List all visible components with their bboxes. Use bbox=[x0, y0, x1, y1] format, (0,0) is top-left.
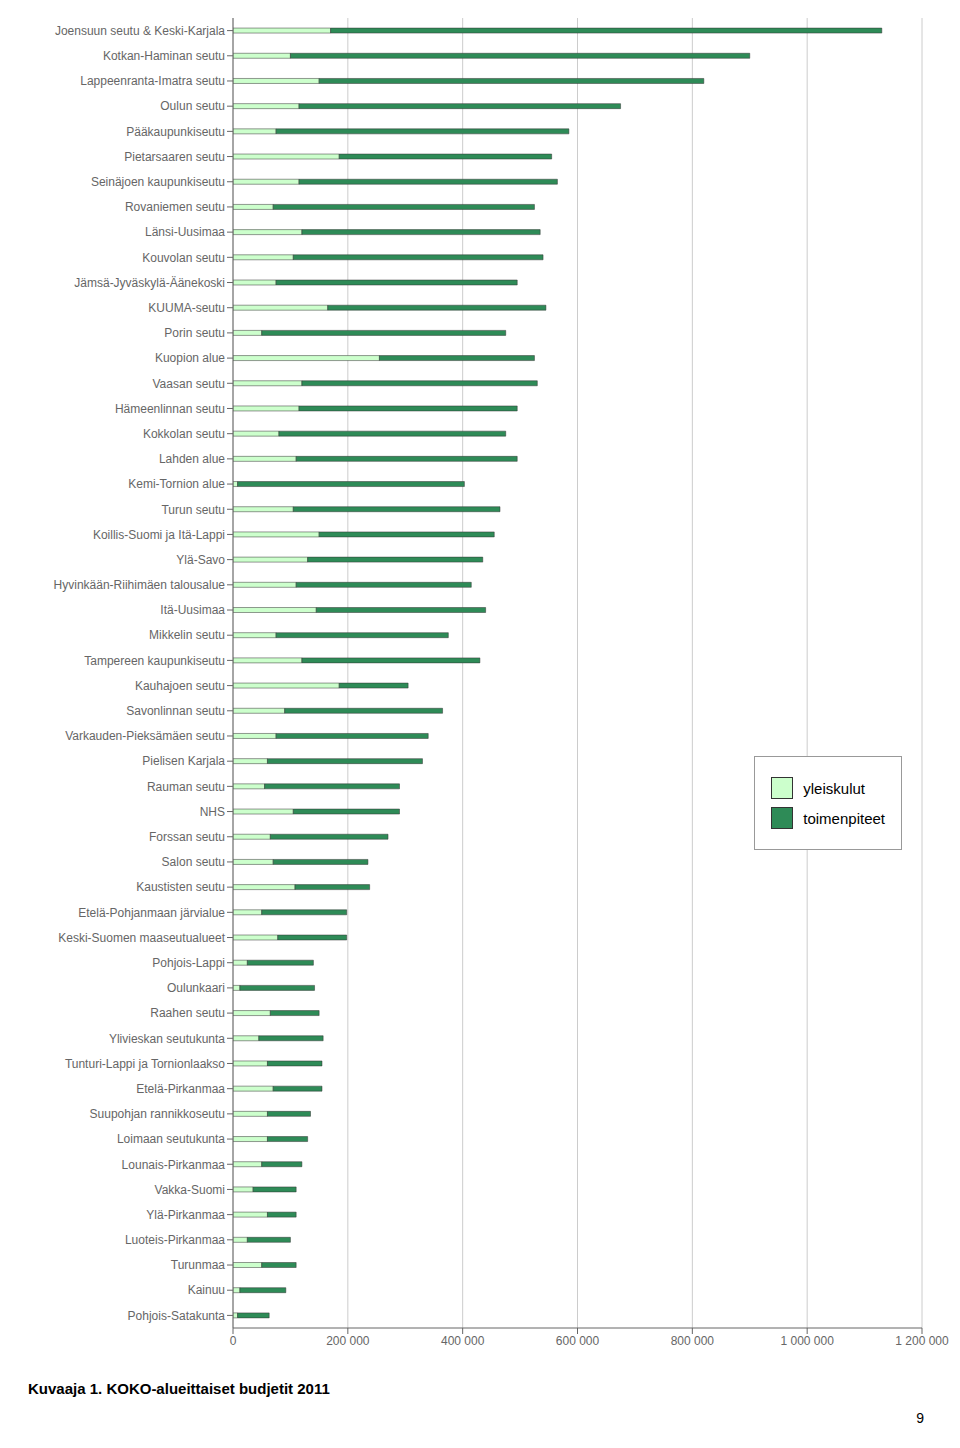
svg-text:0: 0 bbox=[230, 1334, 237, 1348]
html-text:yleiskulut: yleiskulut bbox=[803, 779, 865, 797]
svg-text:Kemi-Tornion alue: Kemi-Tornion alue bbox=[128, 477, 225, 491]
svg-text:KUUMA-seutu: KUUMA-seutu bbox=[148, 301, 225, 315]
svg-text:Hyvinkään-Riihimäen talousalue: Hyvinkään-Riihimäen talousalue bbox=[54, 578, 226, 592]
svg-text:Oulun seutu: Oulun seutu bbox=[160, 99, 225, 113]
svg-text:Pietarsaaren seutu: Pietarsaaren seutu bbox=[124, 150, 225, 164]
svg-text:Pohjois-Lappi: Pohjois-Lappi bbox=[152, 956, 225, 970]
svg-text:Koillis-Suomi ja Itä-Lappi: Koillis-Suomi ja Itä-Lappi bbox=[93, 528, 225, 542]
svg-text:Ylä-Savo: Ylä-Savo bbox=[176, 553, 225, 567]
svg-text:Ylivieskan seutukunta: Ylivieskan seutukunta bbox=[109, 1032, 225, 1046]
svg-text:400 000: 400 000 bbox=[441, 1334, 485, 1348]
svg-text:Salon seutu: Salon seutu bbox=[162, 855, 225, 869]
svg-text:Rauman seutu: Rauman seutu bbox=[147, 780, 225, 794]
svg-text:Seinäjoen kaupunkiseutu: Seinäjoen kaupunkiseutu bbox=[91, 175, 225, 189]
html-text:Kuvaaja 1. KOKO-alueittaiset b: Kuvaaja 1. KOKO-alueittaiset budjetit 20… bbox=[28, 1380, 330, 1397]
svg-text:Jämsä-Jyväskylä-Äänekoski: Jämsä-Jyväskylä-Äänekoski bbox=[74, 276, 225, 290]
svg-text:Kokkolan seutu: Kokkolan seutu bbox=[143, 427, 225, 441]
svg-text:Savonlinnan seutu: Savonlinnan seutu bbox=[126, 704, 225, 718]
svg-text:Kaustisten seutu: Kaustisten seutu bbox=[136, 880, 225, 894]
svg-text:Joensuun seutu & Keski-Karjala: Joensuun seutu & Keski-Karjala bbox=[55, 24, 225, 38]
svg-text:Tampereen kaupunkiseutu: Tampereen kaupunkiseutu bbox=[84, 654, 225, 668]
svg-text:Lounais-Pirkanmaa: Lounais-Pirkanmaa bbox=[122, 1158, 226, 1172]
svg-text:Kuopion alue: Kuopion alue bbox=[155, 351, 225, 365]
svg-text:800 000: 800 000 bbox=[671, 1334, 715, 1348]
svg-text:200 000: 200 000 bbox=[326, 1334, 370, 1348]
svg-text:Loimaan seutukunta: Loimaan seutukunta bbox=[117, 1132, 225, 1146]
html-text:9: 9 bbox=[916, 1410, 924, 1426]
svg-text:1 000 000: 1 000 000 bbox=[780, 1334, 834, 1348]
svg-text:Itä-Uusimaa: Itä-Uusimaa bbox=[160, 603, 225, 617]
svg-text:Turunmaa: Turunmaa bbox=[171, 1258, 226, 1272]
svg-text:Vaasan seutu: Vaasan seutu bbox=[153, 377, 226, 391]
svg-text:Pohjois-Satakunta: Pohjois-Satakunta bbox=[128, 1309, 226, 1323]
svg-text:Rovaniemen seutu: Rovaniemen seutu bbox=[125, 200, 225, 214]
svg-text:1 200 000: 1 200 000 bbox=[895, 1334, 949, 1348]
svg-text:Kainuu: Kainuu bbox=[188, 1283, 225, 1297]
svg-text:Pielisen Karjala: Pielisen Karjala bbox=[142, 754, 225, 768]
svg-text:Kotkan-Haminan seutu: Kotkan-Haminan seutu bbox=[103, 49, 225, 63]
svg-text:Etelä-Pirkanmaa: Etelä-Pirkanmaa bbox=[136, 1082, 225, 1096]
svg-text:Pääkaupunkiseutu: Pääkaupunkiseutu bbox=[126, 125, 225, 139]
svg-text:Mikkelin seutu: Mikkelin seutu bbox=[149, 628, 225, 642]
svg-text:Oulunkaari: Oulunkaari bbox=[167, 981, 225, 995]
svg-text:Tunturi-Lappi ja Tornionlaakso: Tunturi-Lappi ja Tornionlaakso bbox=[65, 1057, 225, 1071]
svg-text:Luoteis-Pirkanmaa: Luoteis-Pirkanmaa bbox=[125, 1233, 225, 1247]
svg-text:Vakka-Suomi: Vakka-Suomi bbox=[155, 1183, 225, 1197]
svg-text:600 000: 600 000 bbox=[556, 1334, 600, 1348]
svg-text:Länsi-Uusimaa: Länsi-Uusimaa bbox=[145, 225, 225, 239]
svg-text:Kouvolan seutu: Kouvolan seutu bbox=[142, 251, 225, 265]
svg-text:Lappeenranta-Imatra seutu: Lappeenranta-Imatra seutu bbox=[80, 74, 225, 88]
svg-text:NHS: NHS bbox=[200, 805, 225, 819]
svg-text:Raahen seutu: Raahen seutu bbox=[150, 1006, 225, 1020]
svg-text:Varkauden-Pieksämäen seutu: Varkauden-Pieksämäen seutu bbox=[65, 729, 225, 743]
html-text:toimenpiteet: toimenpiteet bbox=[803, 809, 885, 827]
svg-text:Ylä-Pirkanmaa: Ylä-Pirkanmaa bbox=[146, 1208, 225, 1222]
svg-text:Suupohjan rannikkoseutu: Suupohjan rannikkoseutu bbox=[90, 1107, 225, 1121]
svg-text:Kauhajoen seutu: Kauhajoen seutu bbox=[135, 679, 225, 693]
svg-text:Etelä-Pohjanmaan järvialue: Etelä-Pohjanmaan järvialue bbox=[78, 906, 225, 920]
svg-text:Porin seutu: Porin seutu bbox=[164, 326, 225, 340]
svg-text:Hämeenlinnan seutu: Hämeenlinnan seutu bbox=[115, 402, 225, 416]
svg-text:Lahden alue: Lahden alue bbox=[159, 452, 225, 466]
svg-text:Turun seutu: Turun seutu bbox=[161, 503, 225, 517]
svg-text:Forssan seutu: Forssan seutu bbox=[149, 830, 225, 844]
svg-text:Keski-Suomen maaseutualueet: Keski-Suomen maaseutualueet bbox=[58, 931, 225, 945]
